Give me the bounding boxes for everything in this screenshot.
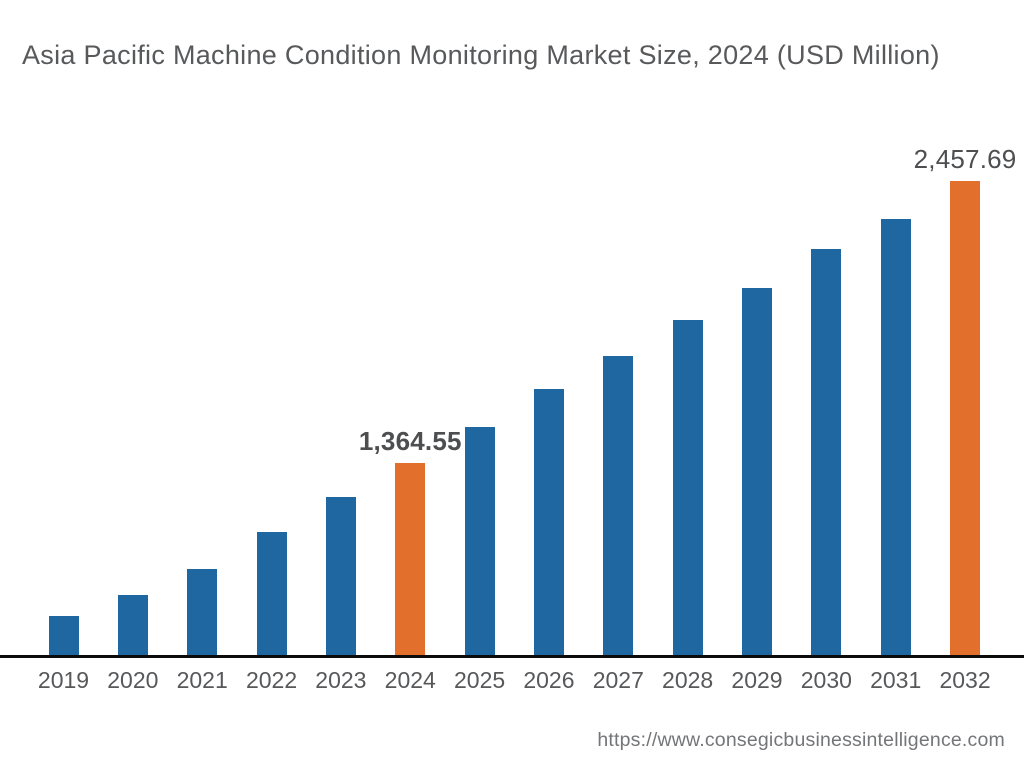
x-tick-2022: 2022 — [245, 667, 298, 693]
bar-2030 — [811, 249, 842, 658]
x-tick-2024: 2024 — [384, 667, 436, 693]
bar-2029 — [742, 288, 772, 658]
bar-2023 — [325, 497, 356, 658]
bar-2020 — [117, 595, 148, 658]
x-tick-2023: 2023 — [315, 667, 367, 693]
x-tick-2020: 2020 — [107, 667, 159, 693]
x-tick-2030: 2030 — [800, 667, 852, 693]
x-tick-2029: 2029 — [731, 667, 783, 693]
x-tick-2025: 2025 — [454, 667, 506, 693]
bar-2031 — [880, 219, 911, 658]
x-tick-2032: 2032 — [939, 667, 991, 693]
chart-title: Asia Pacific Machine Condition Monitorin… — [22, 40, 940, 70]
value-label-2032: 2,457.69 — [913, 144, 1017, 174]
x-tick-2021: 2021 — [176, 667, 228, 693]
bar-2027 — [603, 356, 634, 658]
bar-2032 — [950, 181, 981, 658]
bar-2022 — [256, 532, 287, 658]
bar-2028 — [672, 320, 703, 658]
x-tick-2028: 2028 — [662, 667, 714, 693]
bar-2024 — [395, 463, 426, 658]
x-axis-line — [0, 655, 1024, 658]
x-tick-2026: 2026 — [523, 667, 575, 693]
bar-2021 — [187, 569, 218, 658]
bar-2025 — [464, 427, 495, 658]
value-label-2024: 1,364.55 — [358, 426, 462, 456]
bar-2026 — [533, 389, 564, 658]
source-url: https://www.consegicbusinessintelligence… — [597, 729, 1005, 751]
bar-2019 — [48, 616, 79, 658]
x-tick-2019: 2019 — [37, 667, 90, 693]
x-tick-2027: 2027 — [592, 667, 644, 693]
x-tick-2031: 2031 — [870, 667, 922, 693]
